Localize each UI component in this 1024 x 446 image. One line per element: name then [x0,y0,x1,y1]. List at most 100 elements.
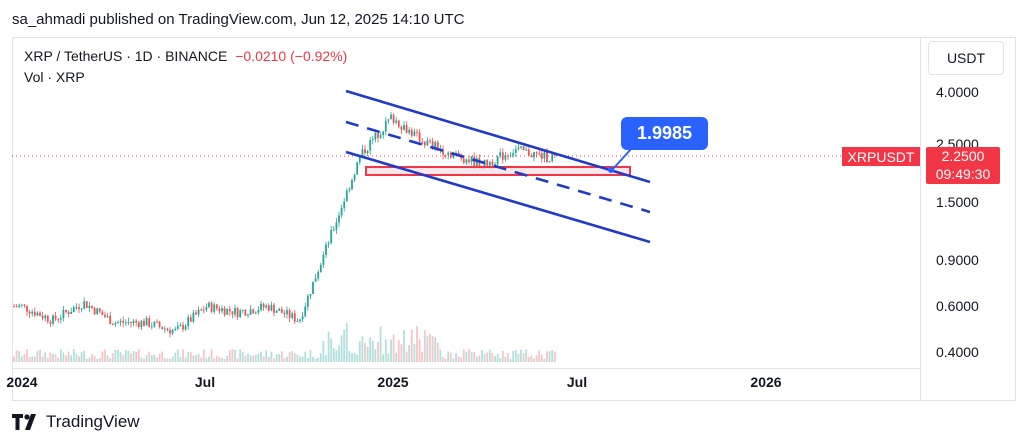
candle-body [408,129,411,133]
candle-body [319,264,322,273]
volume-bar [226,355,229,362]
volume-bar [335,350,338,362]
candle-body [122,320,125,323]
volume-bar [291,351,294,362]
candle-body [72,307,75,313]
volume-bar [52,354,54,362]
candle-body [80,308,83,310]
currency-button[interactable]: USDT [928,41,1004,75]
volume-bar [57,357,60,362]
symbol-price-label: XRPUSDT [842,147,920,166]
volume-bar [169,358,171,362]
candle-body [114,322,117,325]
candle-body [200,309,203,311]
brand[interactable]: TradingView [12,412,140,432]
volume-bar [364,342,366,362]
candle-body [265,305,268,308]
candle-body [416,131,418,133]
volume-bar [174,352,177,362]
candle-body [192,312,195,322]
volume-bar [189,351,192,362]
candle-body [223,308,226,315]
candle-body [543,152,546,159]
volume-bar [530,355,533,362]
channel-midline [345,120,651,214]
volume-bar [26,349,28,362]
candle-body [312,281,314,295]
volume-bar [54,354,57,362]
volume-bar [192,355,195,362]
volume-bar [135,351,138,362]
candle-body [382,131,385,136]
candle-body [309,294,312,296]
candles [13,111,556,338]
volume-bar [423,330,426,362]
volume-bar [72,349,75,362]
volume-bar [512,350,515,362]
volume-bar [273,358,275,362]
volume-bar [257,353,260,362]
volume-bar [195,355,197,362]
volume-bar [509,358,512,362]
candle-body [338,215,340,223]
volume-legend[interactable]: Vol · XRP [24,69,85,85]
volume-bar [533,358,535,362]
volume-bar [106,355,109,362]
candle-body [296,320,299,322]
volume-bar [486,352,489,362]
candle-body [348,189,351,191]
candle-body [176,326,179,329]
candle-body [85,301,88,308]
candle-body [486,159,489,166]
candle-body [369,140,372,151]
candle-body [247,314,249,316]
candle-body [65,309,67,313]
price-callout[interactable]: 1.9985 [621,117,708,150]
volume-bar [205,358,208,362]
volume-bar [356,354,359,362]
candle-body [327,243,330,245]
symbol-legend[interactable]: XRP / TetherUS · 1D · BINANCE −0.0210 (−… [24,48,347,64]
candle-body [148,318,151,327]
candle-body [470,156,473,163]
volume-bar [343,329,346,362]
volume-bar [520,349,522,362]
candle-body [26,305,28,312]
volume-bar [387,353,390,362]
candle-body [145,318,148,326]
time-tick: Jul [566,374,588,390]
candle-body [353,174,356,180]
volume-bar [80,352,83,362]
volume-bar [208,356,210,362]
candle-body [179,324,182,327]
volume-bar [553,351,556,362]
volume-bar [538,350,541,362]
volume-bar [312,357,314,362]
candle-body [231,311,234,315]
current-price: 2.2500 [941,148,985,164]
price-tick: 0.4000 [936,344,979,360]
volume-bar [361,336,364,362]
volume-bar [457,356,460,362]
candle-body [218,308,221,312]
volume-bar [166,358,169,362]
volume-bar [171,356,174,362]
candle-body [70,312,73,315]
candle-body [345,190,348,202]
candle-body [171,330,174,334]
volume-bar [434,337,437,362]
candle-body [98,308,101,312]
volume-bar [551,350,554,362]
candle-body [384,120,387,132]
candle-body [374,133,377,140]
volume-bar [234,349,236,362]
volume-bar [514,350,517,362]
volume-bar [353,352,356,362]
candle-body [475,158,478,167]
time-tick: 2024 [6,374,38,390]
candle-body [343,201,346,208]
volume-bar [91,354,93,362]
volume-bar [278,354,281,362]
volume-bar [473,351,476,362]
